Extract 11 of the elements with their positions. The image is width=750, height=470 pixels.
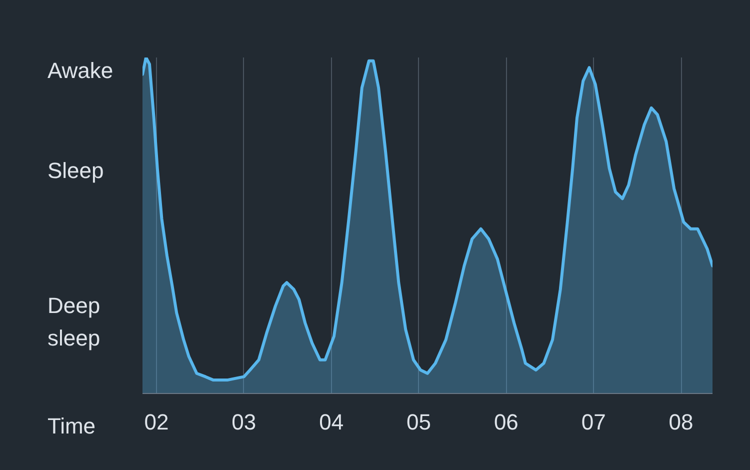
x-tick-label: 02 (144, 410, 169, 434)
x-tick-label: 03 (232, 410, 256, 434)
x-tick-label: 05 (406, 410, 432, 434)
text: Deep sleep (48, 292, 100, 350)
x-axis-title: Time (47, 414, 96, 438)
x-tick-label: 07 (581, 410, 606, 434)
text: Sleep (48, 158, 104, 183)
x-tick-label: 04 (319, 410, 344, 434)
x-tick-label: 08 (668, 410, 694, 434)
text: Awake (48, 58, 114, 83)
x-tick-label: 06 (494, 410, 518, 434)
